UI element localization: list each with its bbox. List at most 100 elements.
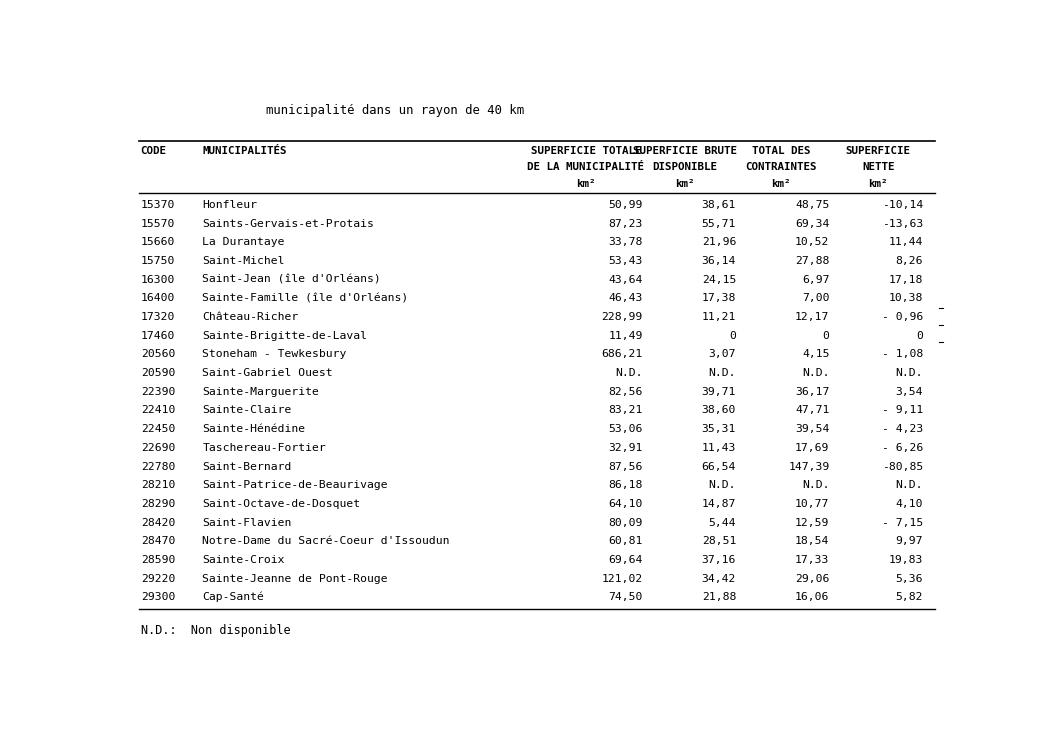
Text: 29300: 29300: [140, 592, 175, 602]
Text: N.D.: N.D.: [802, 368, 830, 378]
Text: 24,15: 24,15: [702, 275, 736, 285]
Text: 69,34: 69,34: [795, 219, 830, 229]
Text: 22410: 22410: [140, 406, 175, 416]
Text: 5,36: 5,36: [895, 574, 923, 583]
Text: N.D.: N.D.: [708, 480, 736, 490]
Text: Saint-Octave-de-Dosquet: Saint-Octave-de-Dosquet: [202, 499, 361, 509]
Text: DISPONIBLE: DISPONIBLE: [653, 162, 718, 172]
Text: 38,60: 38,60: [702, 406, 736, 416]
Text: 17,38: 17,38: [702, 293, 736, 304]
Text: 20590: 20590: [140, 368, 175, 378]
Text: 4,10: 4,10: [895, 499, 923, 509]
Text: 16,06: 16,06: [795, 592, 830, 602]
Text: 83,21: 83,21: [608, 406, 642, 416]
Text: 10,77: 10,77: [795, 499, 830, 509]
Text: N.D.: N.D.: [802, 480, 830, 490]
Text: municipalité dans un rayon de 40 km: municipalité dans un rayon de 40 km: [266, 104, 524, 117]
Text: 17,69: 17,69: [795, 443, 830, 453]
Text: 39,71: 39,71: [702, 387, 736, 397]
Text: 60,81: 60,81: [608, 536, 642, 546]
Text: 16300: 16300: [140, 275, 175, 285]
Text: 47,71: 47,71: [795, 406, 830, 416]
Text: 17,33: 17,33: [795, 555, 830, 565]
Text: 28420: 28420: [140, 518, 175, 527]
Text: 48,75: 48,75: [795, 200, 830, 210]
Text: 74,50: 74,50: [608, 592, 642, 602]
Text: 64,10: 64,10: [608, 499, 642, 509]
Text: 147,39: 147,39: [788, 462, 830, 471]
Text: 12,59: 12,59: [795, 518, 830, 527]
Text: km²: km²: [675, 178, 695, 189]
Text: -10,14: -10,14: [881, 200, 923, 210]
Text: 22450: 22450: [140, 424, 175, 434]
Text: 20560: 20560: [140, 349, 175, 360]
Text: 53,43: 53,43: [608, 256, 642, 266]
Text: 22390: 22390: [140, 387, 175, 397]
Text: La Durantaye: La Durantaye: [202, 237, 285, 248]
Text: 86,18: 86,18: [608, 480, 642, 490]
Text: - 0,96: - 0,96: [881, 312, 923, 322]
Text: 12,17: 12,17: [795, 312, 830, 322]
Text: 69,64: 69,64: [608, 555, 642, 565]
Text: 17,18: 17,18: [889, 275, 923, 285]
Text: N.D.: N.D.: [895, 368, 923, 378]
Text: 27,88: 27,88: [795, 256, 830, 266]
Text: Sainte-Claire: Sainte-Claire: [202, 406, 291, 416]
Text: Cap-Santé: Cap-Santé: [202, 592, 264, 603]
Text: N.D.:  Non disponible: N.D.: Non disponible: [140, 624, 290, 637]
Text: Sainte-Hénédine: Sainte-Hénédine: [202, 424, 306, 434]
Text: Saint-Michel: Saint-Michel: [202, 256, 285, 266]
Text: 5,44: 5,44: [708, 518, 736, 527]
Text: N.D.: N.D.: [615, 368, 642, 378]
Text: 19,83: 19,83: [889, 555, 923, 565]
Text: Notre-Dame du Sacré-Coeur d'Issoudun: Notre-Dame du Sacré-Coeur d'Issoudun: [202, 536, 450, 546]
Text: MUNICIPALITÉS: MUNICIPALITÉS: [202, 145, 287, 155]
Text: - 6,26: - 6,26: [881, 443, 923, 453]
Text: - 1,08: - 1,08: [881, 349, 923, 360]
Text: 16400: 16400: [140, 293, 175, 304]
Text: CODE: CODE: [140, 145, 167, 155]
Text: Château-Richer: Château-Richer: [202, 312, 299, 322]
Text: 22690: 22690: [140, 443, 175, 453]
Text: 0: 0: [823, 330, 830, 341]
Text: 87,23: 87,23: [608, 219, 642, 229]
Text: 28470: 28470: [140, 536, 175, 546]
Text: 29220: 29220: [140, 574, 175, 583]
Text: Honfleur: Honfleur: [202, 200, 258, 210]
Text: 46,43: 46,43: [608, 293, 642, 304]
Text: Saints-Gervais-et-Protais: Saints-Gervais-et-Protais: [202, 219, 374, 229]
Text: Stoneham - Tewkesbury: Stoneham - Tewkesbury: [202, 349, 347, 360]
Text: 17460: 17460: [140, 330, 175, 341]
Text: 17320: 17320: [140, 312, 175, 322]
Text: Saint-Gabriel Ouest: Saint-Gabriel Ouest: [202, 368, 333, 378]
Text: 39,54: 39,54: [795, 424, 830, 434]
Text: 18,54: 18,54: [795, 536, 830, 546]
Text: 6,97: 6,97: [802, 275, 830, 285]
Text: 686,21: 686,21: [602, 349, 642, 360]
Text: Saint-Patrice-de-Beaurivage: Saint-Patrice-de-Beaurivage: [202, 480, 388, 490]
Text: 87,56: 87,56: [608, 462, 642, 471]
Text: 11,49: 11,49: [608, 330, 642, 341]
Text: 228,99: 228,99: [602, 312, 642, 322]
Text: Sainte-Marguerite: Sainte-Marguerite: [202, 387, 320, 397]
Text: Sainte-Jeanne de Pont-Rouge: Sainte-Jeanne de Pont-Rouge: [202, 574, 388, 583]
Text: 0: 0: [916, 330, 923, 341]
Text: NETTE: NETTE: [861, 162, 895, 172]
Text: 121,02: 121,02: [602, 574, 642, 583]
Text: Saint-Bernard: Saint-Bernard: [202, 462, 291, 471]
Text: 11,21: 11,21: [702, 312, 736, 322]
Text: 5,82: 5,82: [895, 592, 923, 602]
Text: 15660: 15660: [140, 237, 175, 248]
Text: 9,97: 9,97: [895, 536, 923, 546]
Text: - 4,23: - 4,23: [881, 424, 923, 434]
Text: Sainte-Brigitte-de-Laval: Sainte-Brigitte-de-Laval: [202, 330, 368, 341]
Text: 15750: 15750: [140, 256, 175, 266]
Text: 10,38: 10,38: [889, 293, 923, 304]
Text: 28,51: 28,51: [702, 536, 736, 546]
Text: - 9,11: - 9,11: [881, 406, 923, 416]
Text: 35,31: 35,31: [702, 424, 736, 434]
Text: 11,43: 11,43: [702, 443, 736, 453]
Text: 14,87: 14,87: [702, 499, 736, 509]
Text: 8,26: 8,26: [895, 256, 923, 266]
Text: DE LA MUNICIPALITÉ: DE LA MUNICIPALITÉ: [527, 162, 645, 172]
